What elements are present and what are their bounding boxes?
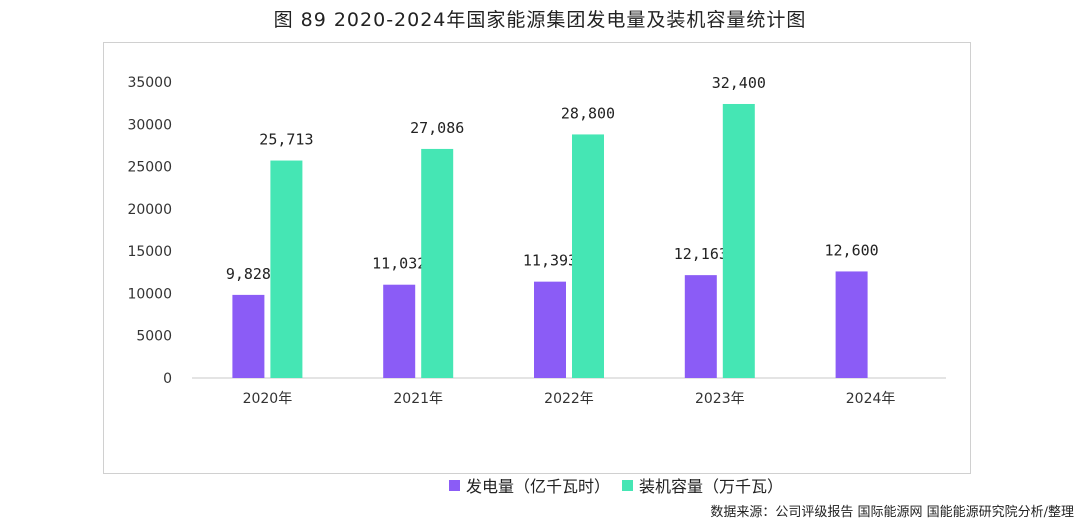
legend-swatch-generation [449,479,460,491]
data-label-capacity: 28,800 [561,104,615,122]
legend-label-generation: 发电量（亿千瓦时） [466,477,611,496]
legend-label-capacity: 装机容量（万千瓦） [639,477,784,496]
bar-capacity [572,134,604,378]
bar-generation [383,284,416,378]
chart-legend: 发电量（亿千瓦时） 装机容量（万千瓦） [449,473,795,497]
data-source-note: 数据来源：公司评级报告 国际能源网 国能能源研究院分析/整理 [710,505,1074,520]
x-tick-label: 2020年 [243,391,293,407]
figure-title: 图 89 2020-2024年国家能源集团发电量及装机容量统计图 [273,9,807,31]
bar-generation [232,294,265,378]
data-label-capacity: 25,713 [259,131,313,149]
data-label-generation: 12,163 [674,245,728,263]
y-tick-label: 25000 [127,160,172,176]
x-tick-label: 2024年 [846,391,896,407]
data-label-capacity: 27,086 [410,119,464,137]
y-tick-label: 35000 [127,75,172,91]
bar-generation [684,275,717,378]
y-tick-label: 30000 [127,117,172,133]
legend-item-generation: 发电量（亿千瓦时） [449,473,610,497]
y-tick-label: 5000 [136,329,172,345]
y-tick-label: 15000 [127,244,172,260]
y-tick-label: 0 [163,371,172,387]
bar-capacity [270,160,303,378]
bar-generation [534,281,566,378]
chart-frame: 0 5000 10000 15000 20000 25000 30000 35000 2020年… [103,42,971,496]
bar-capacity [722,103,755,378]
legend-item-capacity: 装机容量（万千瓦） [622,473,783,497]
y-tick-label: 20000 [127,202,172,218]
x-tick-label: 2021年 [393,391,443,407]
data-label-generation: 9,828 [226,265,271,283]
legend-swatch-capacity [622,479,634,491]
y-tick-label: 10000 [127,286,172,302]
x-tick-label: 2023年 [695,391,745,407]
data-label-generation: 12,600 [825,241,879,259]
bar-capacity [421,148,454,378]
data-label-generation: 11,393 [523,252,577,270]
bar-chart: 0 5000 10000 15000 20000 25000 30000 35000 2020年… [127,74,946,407]
bar-generation [835,271,868,378]
data-label-capacity: 32,400 [712,74,766,92]
data-label-generation: 11,032 [372,255,426,273]
x-tick-label: 2022年 [544,391,594,407]
